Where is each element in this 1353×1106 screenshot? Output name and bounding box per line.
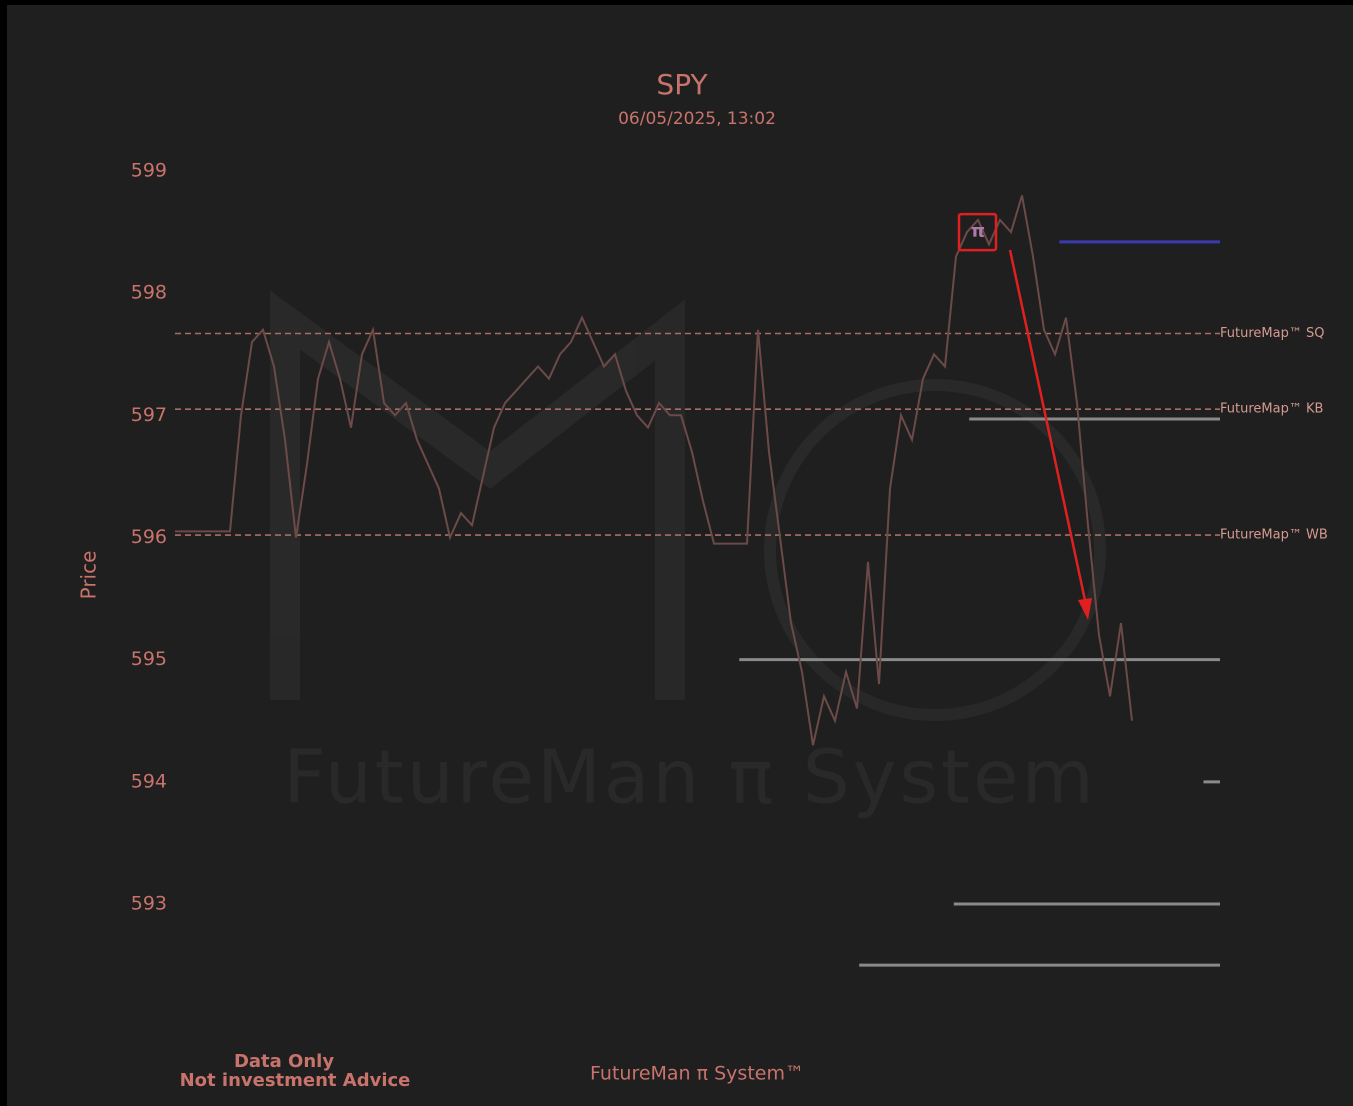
annotation-arrow [1008,249,1088,606]
disclaimer: Not investment Advice [180,1070,411,1091]
y-axis-label: Price [77,551,101,600]
watermark-circle [764,379,1106,721]
signal-label: π [971,221,985,242]
y-tick-label: 598 [131,282,167,304]
reference-label: FutureMap™ KB [1220,402,1323,417]
y-tick-label: 595 [131,648,167,670]
y-tick-label: 599 [131,160,167,182]
price-line [175,195,1133,746]
y-tick-label: 594 [131,770,167,792]
signal-box [957,212,998,252]
y-tick-label: 593 [131,892,167,914]
arrow-head [1078,598,1092,620]
watermark-text: FutureMan π System [283,735,1096,821]
y-tick-label: 597 [131,404,167,426]
y-tick-label: 596 [131,526,167,548]
disclaimer: Data Only [234,1051,334,1072]
chart-subtitle: 06/05/2025, 13:02 [618,109,776,129]
chart-title: SPY [656,68,708,101]
reference-label: FutureMap™ SQ [1220,326,1324,341]
plot: 593 594 595 596 597 598 599 FutureMap™ SQ Future… [131,160,1328,967]
footer-brand: FutureMan π System™ [590,1063,804,1085]
reference-label: FutureMap™ WB [1220,528,1328,543]
